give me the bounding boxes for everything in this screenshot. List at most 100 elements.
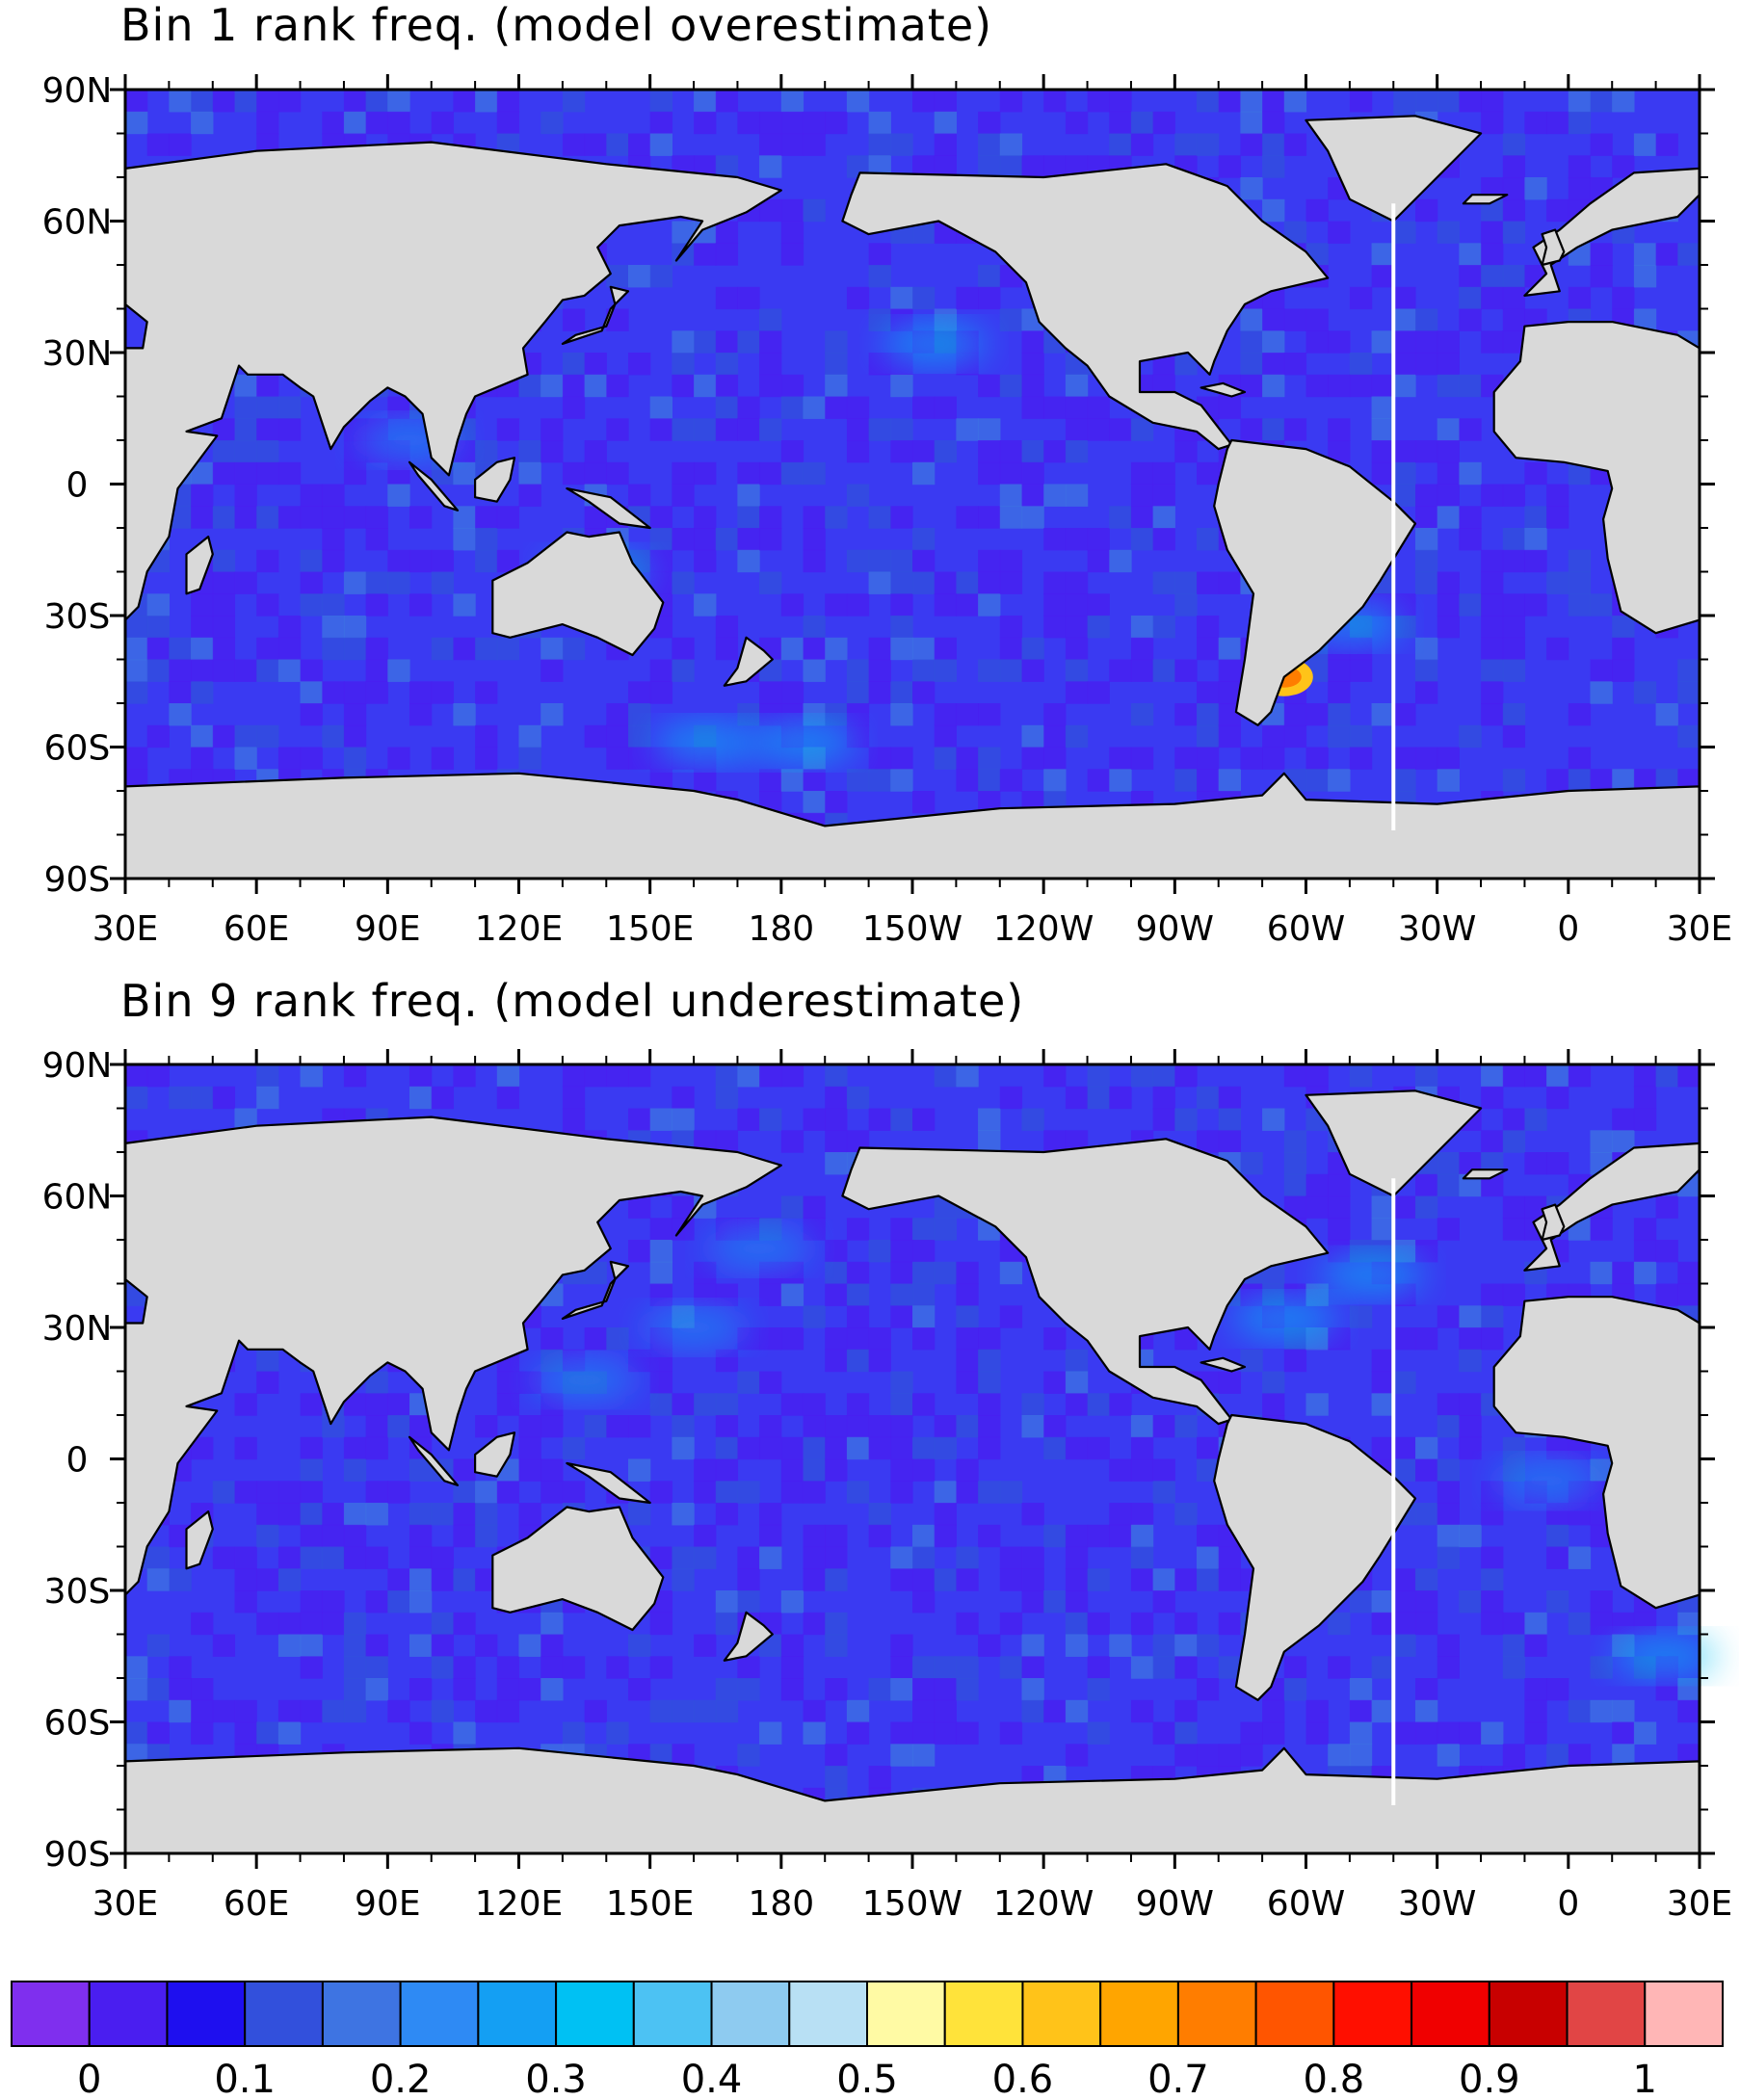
field-cell: [1371, 265, 1394, 288]
field-cell: [825, 1458, 848, 1482]
field-cell: [846, 1283, 870, 1306]
field-cell: [780, 769, 804, 792]
field-cell: [1174, 1568, 1198, 1591]
field-cell: [1043, 528, 1067, 551]
field-cell: [759, 308, 782, 331]
field-cell: [365, 1436, 388, 1460]
field-cell: [1197, 724, 1220, 748]
field-cell: [956, 1283, 979, 1306]
field-cell: [277, 1721, 302, 1745]
field-cell: [1393, 221, 1416, 244]
field-cell: [803, 1568, 826, 1591]
field-cell: [277, 1634, 302, 1657]
field-cell: [1415, 353, 1438, 376]
field-cell: [825, 1108, 848, 1131]
field-cell: [649, 133, 672, 156]
field-cell: [1459, 1436, 1482, 1460]
field-cell: [322, 111, 345, 135]
field-cell: [780, 1656, 804, 1679]
field-cell: [1305, 1173, 1329, 1197]
field-cell: [737, 1108, 760, 1131]
field-cell: [1568, 111, 1592, 135]
field-cell: [715, 374, 739, 398]
field-cell: [562, 133, 586, 156]
field-cell: [1437, 90, 1460, 113]
field-cell: [1393, 1371, 1416, 1394]
field-cell: [1655, 243, 1678, 266]
field-cell: [409, 703, 433, 726]
field-cell: [759, 418, 782, 441]
field-cell: [1174, 1612, 1198, 1636]
field-cell: [825, 396, 848, 419]
hotspots-bottom: [531, 1227, 1718, 1678]
land-mask-bottom: [123, 1089, 1701, 1855]
field-cell: [694, 243, 717, 266]
field-cell: [562, 461, 586, 486]
field-cell: [999, 1656, 1023, 1679]
field-cell: [1415, 506, 1438, 529]
field-cell: [1502, 484, 1526, 507]
field-cell: [694, 593, 717, 617]
field-cell: [540, 1458, 564, 1482]
field-cell: [715, 1612, 739, 1636]
field-cell: [409, 506, 433, 529]
field-cell: [737, 549, 760, 573]
field-cell: [1262, 90, 1285, 113]
field-cell: [1262, 1393, 1285, 1416]
field-cell: [562, 308, 586, 331]
field-cell: [956, 571, 979, 594]
field-cell: [1633, 1612, 1657, 1636]
field-cell: [234, 396, 257, 419]
field-cell: [1481, 1503, 1504, 1526]
field-cell: [1349, 1064, 1373, 1088]
field-cell: [780, 133, 804, 156]
field-cell: [825, 1240, 848, 1263]
land-polygon: [474, 457, 516, 503]
field-cell: [780, 221, 804, 244]
field-cell: [1502, 549, 1526, 573]
field-cell: [846, 440, 870, 463]
field-cell: [1218, 1568, 1241, 1591]
x-tick-label: 120W: [993, 1884, 1094, 1924]
field-cell: [1174, 1327, 1198, 1351]
field-cell: [1174, 1634, 1198, 1657]
field-cell: [146, 133, 170, 156]
field-cell: [1130, 1458, 1154, 1482]
field-cell: [606, 461, 629, 486]
field-cell: [1262, 308, 1285, 331]
field-cell: [562, 1656, 586, 1679]
y-tick-label: 90S: [44, 860, 111, 900]
field-cell: [1568, 461, 1592, 486]
field-cell: [1393, 1436, 1416, 1460]
field-cell: [737, 418, 760, 441]
field-cell: [256, 418, 279, 441]
field-cell: [1612, 637, 1635, 661]
field-cell: [496, 1699, 520, 1723]
field-cell: [846, 1415, 870, 1438]
field-cell: [1393, 769, 1416, 792]
field-cell: [759, 1415, 782, 1438]
field-cell: [606, 747, 629, 770]
field-cell: [1087, 1064, 1110, 1088]
field-cell: [737, 1656, 760, 1679]
field-cell: [606, 374, 629, 398]
field-cell: [322, 1590, 345, 1614]
field-cell: [737, 286, 760, 310]
field-cell: [825, 1130, 848, 1153]
field-cell: [322, 484, 345, 507]
field-cell: [1502, 616, 1526, 639]
field-cell: [890, 374, 913, 398]
field-cell: [1152, 528, 1175, 551]
field-cell: [540, 659, 564, 682]
field-cell: [234, 461, 257, 486]
field-cell: [868, 1327, 891, 1351]
field-cell: [780, 1261, 804, 1285]
field-cell: [169, 681, 192, 704]
field-cell: [978, 1130, 1001, 1153]
field-cell: [912, 1699, 936, 1723]
field-cell: [1130, 133, 1154, 156]
field-cell: [1677, 1612, 1700, 1636]
field-cell: [453, 461, 476, 486]
field-cell: [1502, 1108, 1526, 1131]
field-cell: [956, 506, 979, 529]
